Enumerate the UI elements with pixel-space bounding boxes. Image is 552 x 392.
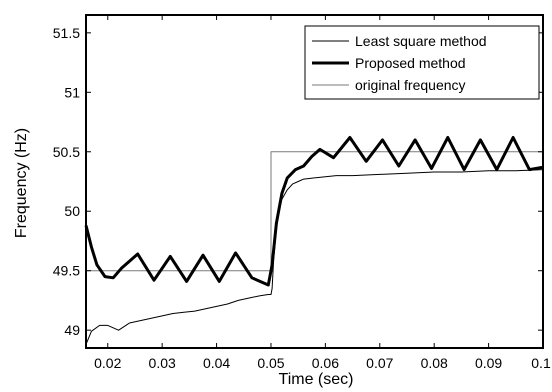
x-tick-label: 0.03 bbox=[149, 355, 176, 371]
series-line-proposed-method bbox=[84, 136, 544, 287]
y-axis-label: Frequency (Hz) bbox=[13, 128, 30, 238]
x-tick-label: 0.06 bbox=[312, 355, 339, 371]
legend-label-original: original frequency bbox=[355, 77, 466, 93]
x-tick-label: 0.05 bbox=[257, 355, 284, 371]
y-tick-label: 49 bbox=[64, 322, 80, 338]
x-tick-label: 0.1 bbox=[531, 355, 551, 371]
x-tick-label: 0.07 bbox=[366, 355, 393, 371]
legend-label-least-square: Least square method bbox=[355, 33, 487, 49]
y-tick-label: 50 bbox=[64, 203, 80, 219]
x-tick-label: 0.09 bbox=[475, 355, 502, 371]
legend-label-proposed: Proposed method bbox=[355, 55, 466, 71]
plot-frame bbox=[85, 14, 544, 349]
x-tick-label: 0.08 bbox=[421, 355, 448, 371]
x-axis-ticks: 0.02 0.03 0.04 0.05 0.06 0.07 0.08 0.09 0.1 bbox=[94, 15, 551, 371]
plot-area bbox=[84, 136, 544, 345]
y-tick-label: 50.5 bbox=[53, 144, 80, 160]
x-tick-label: 0.04 bbox=[203, 355, 230, 371]
y-tick-label: 51 bbox=[64, 84, 80, 100]
legend: Least square method Proposed method orig… bbox=[304, 25, 540, 100]
y-tick-label: 51.5 bbox=[53, 25, 80, 41]
y-axis-ticks: 49 49.5 50 50.5 51 51.5 bbox=[53, 25, 543, 338]
series-line-original-frequency bbox=[86, 151, 543, 272]
series-line-least-square-method bbox=[85, 169, 544, 345]
y-tick-label: 49.5 bbox=[53, 263, 80, 279]
x-axis-label: Time (sec) bbox=[279, 371, 354, 388]
x-tick-label: 0.02 bbox=[94, 355, 121, 371]
